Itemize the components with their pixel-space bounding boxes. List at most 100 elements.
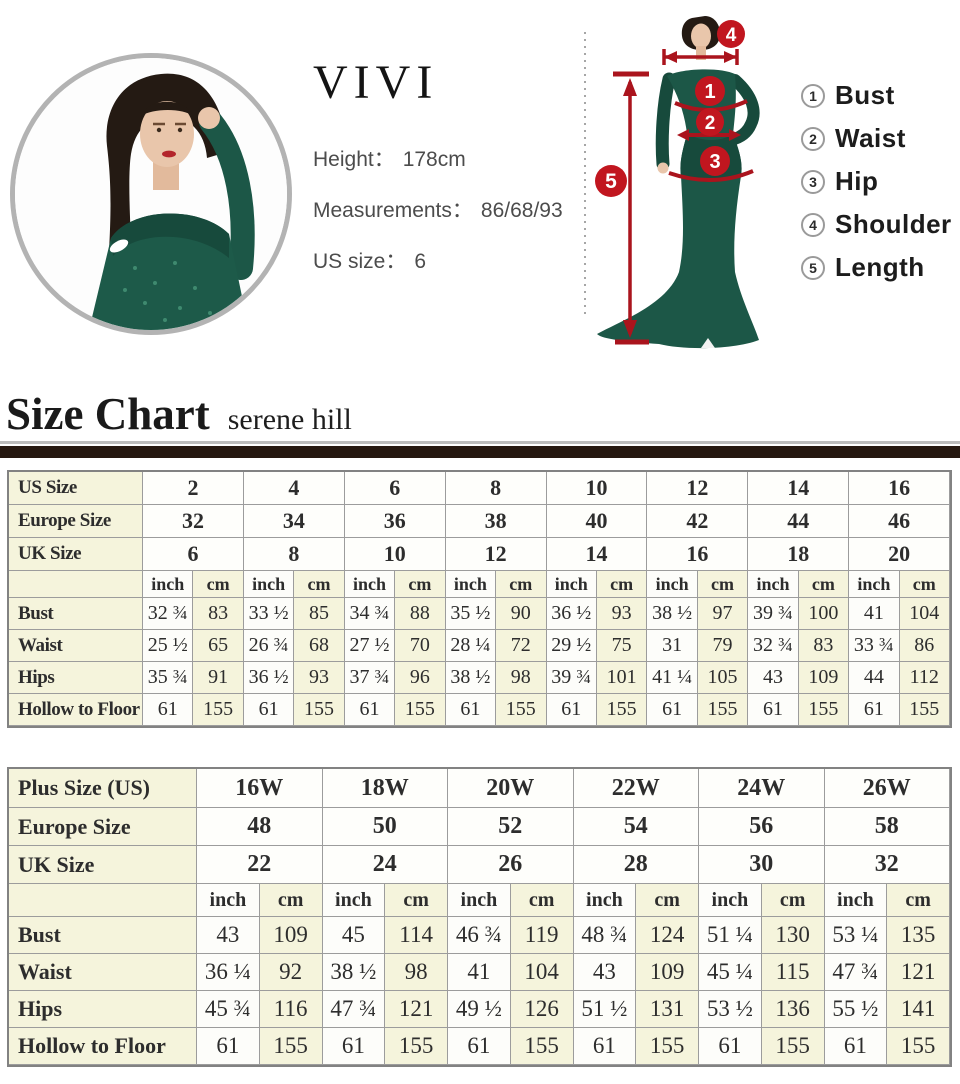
spec-row: US size： 6 [313,245,563,275]
size-value-cell: 50 [322,808,448,846]
measurement-cell: 38 ½ [322,954,386,991]
size-value-cell: 8 [243,538,345,571]
measurement-cell: 61 [448,1028,511,1065]
divider [0,441,960,458]
legend-label: Waist [835,123,906,153]
size-value-cell: 46 [849,505,950,538]
legend-item: 5 Length [801,252,952,282]
measurement-cell: 83 [798,630,850,662]
marker-2: 2 [705,113,716,134]
marker-1: 1 [704,81,715,103]
shoulder-cutout [109,239,129,253]
lips [162,150,176,158]
measurement-cell: 61 [748,694,799,726]
measurement-cell: 47 ¾ [322,991,386,1028]
size-chart-heading: Size Chart serene hill [6,388,352,440]
size-value-cell: 42 [647,505,749,538]
unit-inch-cell: inch [344,571,396,598]
measurement-cell: 61 [143,694,194,726]
measurement-cell: 61 [699,1028,762,1065]
size-value-cell: 44 [748,505,850,538]
measurement-cell: 93 [294,662,345,694]
unit-cm-cell: cm [899,571,950,598]
measurement-cell: 45 ¼ [699,954,762,991]
measurement-cell: 155 [899,694,950,726]
legend-label: Bust [835,80,895,110]
marker-circles: 1 2 3 4 5 [595,20,745,197]
measurement-cell: 155 [294,694,345,726]
row-label-cell: US Size [9,472,143,505]
divider-bar [0,446,960,458]
measurement-cell: 91 [193,662,244,694]
measurement-cell: 97 [697,598,749,630]
size-value-cell: 24 [322,846,448,884]
unit-inch-cell: inch [445,571,497,598]
unit-inch-cell: inch [748,571,799,598]
measurement-cell: 155 [193,694,244,726]
hand [198,107,220,129]
measurement-cell: 49 ½ [448,991,511,1028]
circled-number-icon: 2 [801,126,825,151]
measurement-cell: 48 ¾ [573,917,637,954]
unit-cm-cell: cm [259,884,323,917]
row-label-cell: Plus Size (US) [9,769,197,808]
measurement-cell: 92 [259,954,323,991]
legend-item: 2 Waist [801,123,952,153]
row-label-cell: Bust [9,917,197,954]
bead-texture [123,261,212,322]
measurement-cell: 61 [546,694,597,726]
measurement-cell: 32 ¾ [143,598,194,630]
measurement-legend: 1 Bust 2 Waist 3 Hip 4 Shoulder 5 Length [801,80,952,297]
size-value-cell: 38 [445,505,547,538]
unit-cm-cell: cm [798,571,850,598]
measurement-cell: 61 [647,694,698,726]
measurement-cell: 155 [596,694,648,726]
row-label-cell: Europe Size [9,505,143,538]
measurement-cell: 121 [385,991,448,1028]
measurement-cell: 135 [887,917,950,954]
measurement-cell: 38 ½ [647,598,698,630]
measurement-cell: 112 [899,662,950,694]
measurement-cell: 155 [636,1028,699,1065]
unit-inch-cell: inch [243,571,295,598]
measurement-cell: 130 [761,917,825,954]
measurement-cell: 124 [636,917,699,954]
model-portrait-illustration [15,58,287,330]
unit-inch-cell: inch [573,884,637,917]
unit-cm-cell: cm [596,571,648,598]
legend-label: Length [835,252,925,282]
measurement-cell: 65 [193,630,244,662]
size-value-cell: 36 [344,505,446,538]
size-value-cell: 16 [647,538,749,571]
spec-label: Measurements： [313,199,473,222]
measurement-cell: 68 [294,630,345,662]
legend-item: 3 Hip [801,166,952,196]
legend-label: Hip [835,166,879,196]
size-value-cell: 14 [748,472,850,505]
size-value-cell: 4 [243,472,345,505]
measurement-cell: 136 [761,991,825,1028]
measurement-cell: 32 ¾ [748,630,799,662]
spec-row: Height： 178cm [313,143,563,173]
spec-value: 6 [414,250,427,273]
size-value-cell: 32 [824,846,950,884]
measurement-cell: 109 [798,662,850,694]
measurement-cell: 26 ¾ [243,630,295,662]
size-value-cell: 58 [824,808,950,846]
row-label-cell: Bust [9,598,143,630]
measurement-cell: 155 [395,694,446,726]
measurement-cell: 38 ½ [445,662,497,694]
measurement-cell: 36 ¼ [197,954,260,991]
measurement-cell: 109 [636,954,699,991]
measurement-cell: 141 [887,991,950,1028]
measurement-cell: 98 [385,954,448,991]
measurement-cell: 155 [887,1028,950,1065]
unit-inch-cell: inch [322,884,386,917]
row-label-cell: Hips [9,991,197,1028]
measurement-cell: 41 ¼ [647,662,698,694]
size-value-cell: 8 [445,472,547,505]
hair [105,73,227,310]
size-value-cell: 24W [699,769,825,808]
measurement-cell: 100 [798,598,850,630]
unit-inch-cell: inch [197,884,260,917]
